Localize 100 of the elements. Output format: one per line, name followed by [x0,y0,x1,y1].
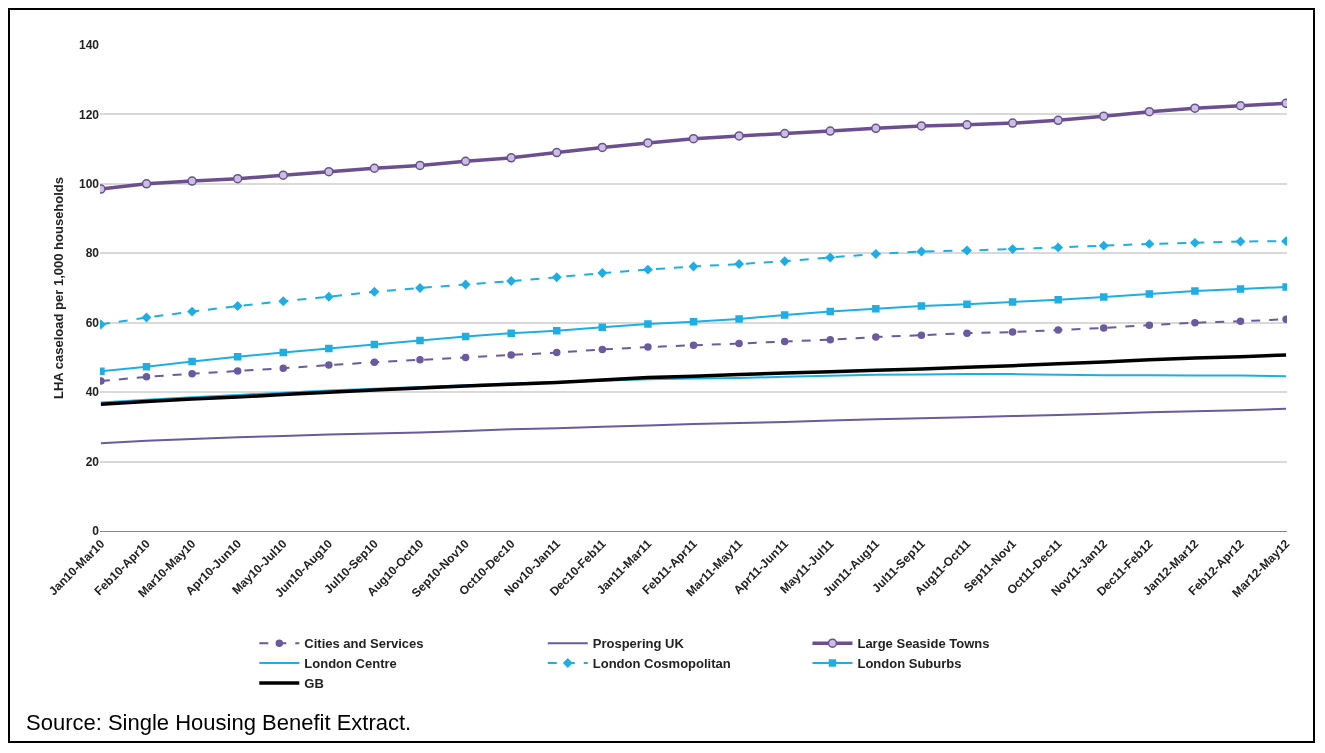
point [324,292,334,302]
point [1145,321,1154,329]
point [1054,326,1062,334]
point [1099,241,1109,251]
y-tick-label: 60 [85,315,100,330]
point [826,307,834,316]
point [1053,242,1063,253]
point [825,252,835,263]
point [187,306,197,317]
point [1236,285,1245,293]
point [279,364,287,372]
point [188,357,196,366]
legend-label: GB [304,676,324,692]
point [734,131,744,141]
point [461,332,470,341]
point [871,249,881,259]
legend-label: London Suburbs [857,656,962,672]
legend-label: London Cosmopolitan [592,656,731,672]
point [735,315,743,323]
point [872,333,880,341]
point [1099,111,1109,121]
point [962,245,972,256]
point [1053,115,1063,126]
point [644,343,652,351]
point [1191,318,1199,327]
point [506,276,516,286]
point [415,160,425,171]
point [917,302,926,310]
point [552,272,562,282]
point [1235,236,1246,247]
point [278,170,288,180]
point [916,121,927,131]
point [506,153,516,163]
point [461,353,470,362]
point [553,348,561,357]
point [1235,101,1246,111]
point [689,317,698,326]
point [1144,239,1154,249]
point [735,339,743,348]
point [552,147,562,158]
point [598,323,607,331]
y-tick-label: 80 [85,246,100,261]
point [460,279,471,290]
point [826,335,834,344]
point [1191,287,1199,295]
point [1144,106,1155,117]
y-tick-label: 0 [92,524,100,539]
point [644,320,652,328]
point [1190,103,1200,113]
y-tick-label: 140 [78,38,100,53]
point [643,264,653,275]
point [643,138,653,148]
point [1145,290,1154,298]
y-tick-label: 40 [85,385,100,400]
point [507,351,515,359]
y-axis-title: LHA caseload per 1,000 households [50,176,66,400]
point [1008,298,1017,306]
point [871,123,881,134]
point [780,311,789,319]
point [917,331,926,339]
point [1008,328,1017,336]
point [872,305,880,313]
legend-label: London Centre [304,656,397,672]
y-tick-label: 100 [78,177,100,192]
source-note: Source: Single Housing Benefit Extract. [26,710,412,735]
point [416,356,424,364]
point [598,345,607,354]
point [963,300,971,309]
legend-label: Prospering UK [592,636,685,652]
point [1054,296,1062,304]
point [962,120,972,130]
point [1007,118,1018,128]
point [825,126,835,136]
point [142,373,151,381]
point [1100,324,1108,332]
point [597,142,608,153]
point [780,256,790,266]
point [597,268,607,278]
point [553,326,561,335]
point [507,329,515,337]
point [369,287,380,297]
point [233,352,242,361]
y-tick-label: 120 [78,107,100,122]
point [233,367,242,375]
point [369,163,380,173]
point [370,340,379,349]
point [279,348,287,357]
point [324,166,334,177]
point [734,259,744,269]
point [188,369,196,378]
point [232,173,243,184]
point [370,358,379,367]
line-series [100,407,1287,445]
point [233,301,243,311]
point [460,156,471,167]
point [325,361,333,369]
point [142,363,151,371]
point [278,296,288,306]
point [780,337,789,346]
point [416,336,424,345]
